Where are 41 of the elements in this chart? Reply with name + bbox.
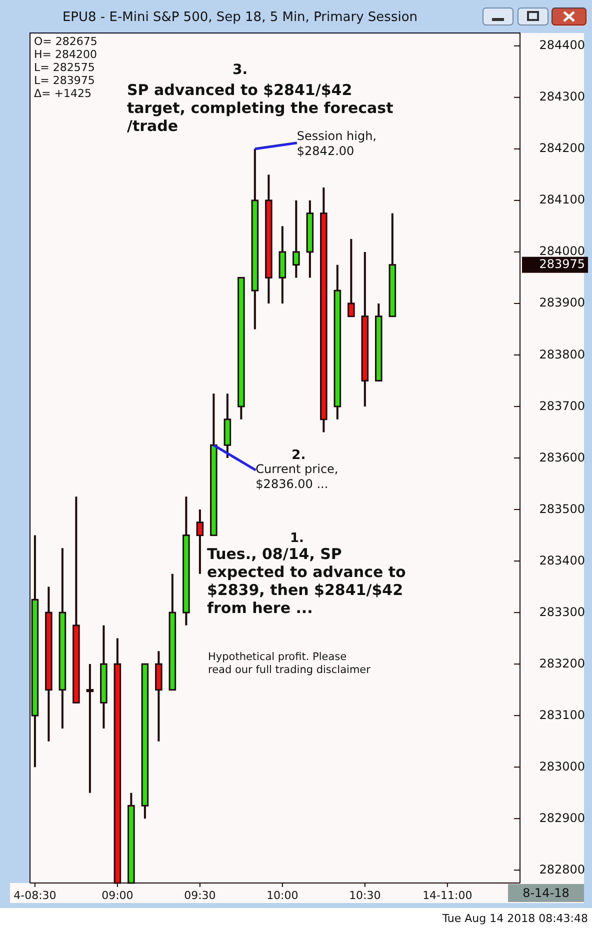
- x-tick-label: 4-08:30: [14, 889, 56, 902]
- x-tick-label: 10:00: [266, 889, 298, 902]
- y-tick-label: 283100: [539, 708, 585, 722]
- text: 283975: [539, 257, 585, 272]
- y-tick-label: 284100: [539, 192, 585, 207]
- x-tick-label: 09:30: [184, 889, 216, 902]
- annotation: 3.: [232, 62, 248, 78]
- annotation: Hypothetical profit. Please read our full trading disclaimer: [208, 651, 372, 676]
- text: 8-14-18: [522, 886, 570, 900]
- annotation: 2. Current price, $2836.00 ...: [256, 448, 338, 492]
- y-tick-label: 283000: [539, 759, 585, 774]
- annotation: H= 284200: [34, 48, 97, 61]
- y-tick-label: 283500: [539, 502, 585, 516]
- y-tick-label: 284300: [539, 90, 585, 104]
- y-tick-label: 282900: [539, 810, 585, 825]
- y-tick-label: 283300: [539, 604, 585, 619]
- candlestick: [348, 238, 355, 318]
- y-tick-label: 283200: [539, 656, 585, 670]
- x-tick-label: 10:30: [349, 889, 381, 902]
- annotation: L= 283975: [34, 74, 95, 87]
- x-tick-label: 09:00: [102, 889, 134, 902]
- y-tick-label: 283700: [539, 398, 585, 413]
- y-tick-label: 282800: [539, 862, 585, 876]
- y-tick-label: 284400: [539, 38, 585, 52]
- y-tick-label: 283600: [539, 450, 585, 464]
- annotation: L= 282575: [34, 61, 95, 74]
- annotation: 1.: [290, 531, 304, 546]
- x-tick-label: 14-11:00: [422, 889, 472, 902]
- annotation: Δ= +1425: [34, 87, 92, 100]
- chart-title: EPU8 - E-Mini S&P 500, Sep 18, 5 Min, Primary Session: [62, 10, 418, 25]
- candlestick: [86, 663, 94, 794]
- y-tick-label: 284000: [539, 244, 585, 258]
- y-tick-label: 283400: [539, 553, 585, 568]
- annotation: O= 282675: [34, 35, 98, 48]
- candlestick: [196, 508, 204, 575]
- annotation: Tues., 08/14, SP expected to advance to $2839, then $2841/$42 from here ...: [207, 545, 406, 617]
- y-tick-label: 283800: [539, 347, 585, 362]
- candlestick: [292, 199, 300, 279]
- y-tick-label: 284200: [539, 141, 585, 156]
- y-tick-label: 283900: [539, 296, 585, 310]
- text: Tue Aug 14 2018 08:43:48: [441, 912, 588, 925]
